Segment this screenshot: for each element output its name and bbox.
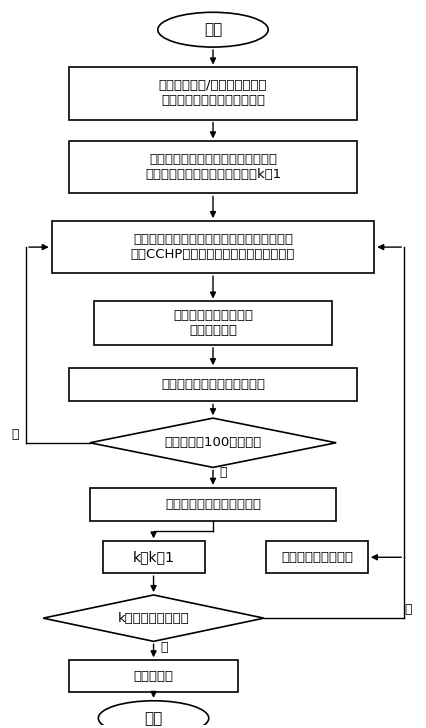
Bar [103,542,204,573]
Text: 是: 是 [161,641,168,654]
Bar [52,221,374,273]
Bar [90,488,336,521]
Bar [266,542,368,573]
Text: 计算每个粒子的适应度
（运行成本）: 计算每个粒子的适应度 （运行成本） [173,309,253,337]
Ellipse shape [98,701,209,728]
Text: 数据获取（冷/电需求、环境参
数、微源参数以及能源价格）: 数据获取（冷/电需求、环境参 数、微源参数以及能源价格） [159,79,267,108]
Bar [69,141,357,194]
Text: 更新粒子位置和速度: 更新粒子位置和速度 [281,551,353,563]
Text: 设定粒子数目、最大迭代数、初始半
径和搜索空间上下限，迭代次数k置1: 设定粒子数目、最大迭代数、初始半 径和搜索空间上下限，迭代次数k置1 [145,154,281,181]
Bar [69,660,239,692]
Text: k＞最大迭代次数？: k＞最大迭代次数？ [118,612,190,625]
Polygon shape [90,418,336,467]
Ellipse shape [158,12,268,47]
Text: 否: 否 [220,466,227,479]
Text: k＝k＋1: k＝k＋1 [132,550,175,564]
Text: 输出最优解: 输出最优解 [134,670,173,683]
Bar [69,68,357,119]
Polygon shape [43,595,264,641]
Text: 全局最优解100代不变？: 全局最优解100代不变？ [164,436,262,449]
Text: 更新个体最优解和全局最优解: 更新个体最优解和全局最优解 [161,379,265,391]
Text: 在可行解范围内初始化粒子位置（蓄冰槽余冰
量和CCHP供冷量）和速度（位置变化值）: 在可行解范围内初始化粒子位置（蓄冰槽余冰 量和CCHP供冷量）和速度（位置变化值… [131,233,295,261]
Text: 结束: 结束 [144,711,163,726]
Bar [94,301,332,345]
Bar [69,368,357,401]
Text: 对发生碰撞的粒子进行重置: 对发生碰撞的粒子进行重置 [165,498,261,511]
Text: 是: 是 [12,427,19,440]
Text: 否: 否 [405,603,412,616]
Text: 开始: 开始 [204,22,222,37]
